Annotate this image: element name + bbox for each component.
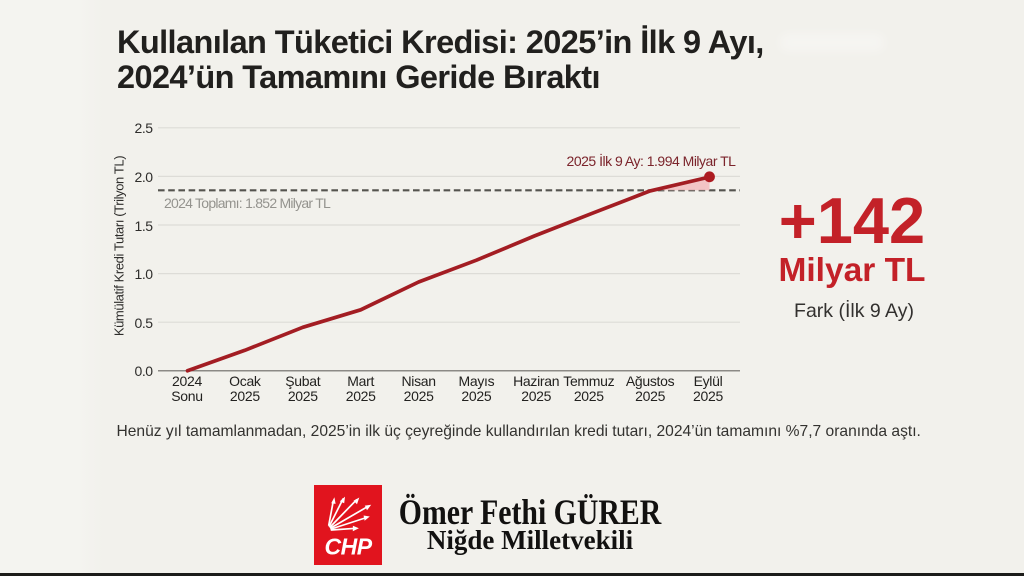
svg-text:CHP: CHP (325, 534, 373, 560)
